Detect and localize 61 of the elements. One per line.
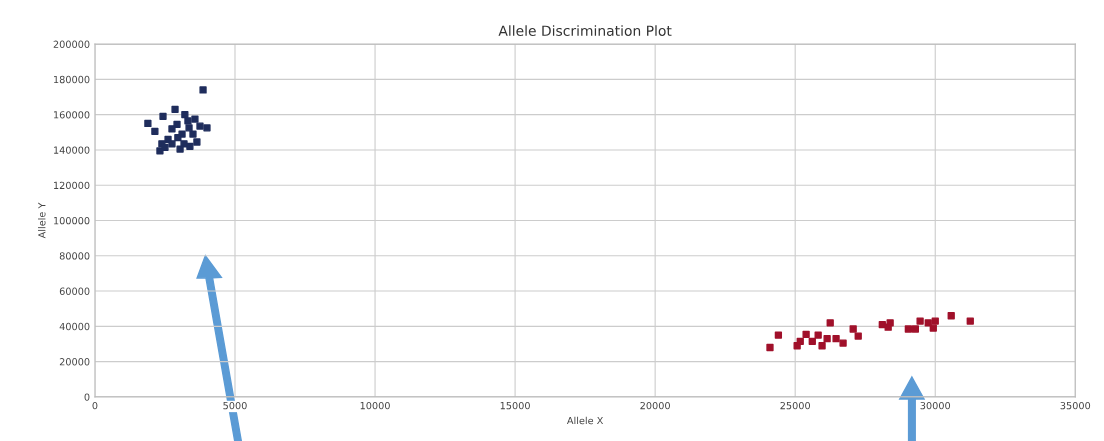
y-tick-label: 160000	[54, 111, 90, 119]
x-tick-label: 25000	[780, 401, 811, 410]
y-tick-label: 40000	[59, 322, 90, 331]
y-tick-label: 20000	[59, 358, 90, 366]
point	[174, 133, 182, 142]
point	[774, 331, 783, 339]
point	[839, 339, 847, 347]
point	[904, 325, 912, 333]
point	[808, 337, 816, 345]
point	[168, 125, 176, 133]
point	[886, 319, 894, 327]
point	[193, 138, 201, 146]
point	[185, 124, 193, 132]
point	[826, 319, 834, 327]
point	[196, 122, 204, 130]
point	[186, 142, 194, 151]
point	[189, 130, 197, 138]
point	[929, 324, 937, 332]
point	[947, 312, 955, 320]
y-tick-label: 200000	[53, 40, 90, 48]
point	[184, 117, 192, 125]
point	[832, 335, 840, 343]
point	[203, 124, 211, 132]
x-tick-label: 35000	[1060, 401, 1091, 410]
x-tick-label: 20000	[640, 401, 670, 410]
point	[144, 119, 152, 128]
x-tick-label: 0	[92, 401, 98, 410]
point	[173, 120, 181, 129]
point	[814, 331, 822, 339]
point	[171, 105, 179, 114]
point	[199, 86, 207, 94]
point	[818, 342, 826, 350]
y-tick-label: 100000	[54, 216, 90, 225]
point	[849, 325, 857, 333]
y-tick-label: 0	[84, 393, 90, 401]
x-tick-label: 10000	[360, 401, 390, 410]
point	[796, 337, 804, 345]
point	[966, 317, 974, 325]
chart-title: Allele Discrimination Plot	[498, 25, 672, 36]
y-tick-label: 120000	[54, 181, 90, 190]
point	[159, 112, 167, 121]
x-tick-label: 5000	[223, 401, 247, 410]
point	[168, 140, 176, 148]
point	[151, 127, 159, 136]
y-tick-label: 140000	[54, 146, 90, 154]
point	[911, 325, 919, 333]
point	[766, 343, 774, 352]
point	[176, 145, 184, 153]
point	[916, 317, 924, 325]
point	[191, 115, 199, 123]
x-tick-label: 15000	[500, 401, 530, 410]
x-tick-label: 30000	[920, 401, 951, 410]
y-tick-label: 80000	[59, 252, 90, 260]
y-tick-label: 60000	[59, 287, 90, 295]
x-axis-title: Allele X	[566, 416, 604, 425]
point	[854, 332, 862, 340]
point	[931, 317, 939, 325]
point	[823, 335, 831, 343]
point	[802, 330, 810, 338]
y-axis-title: Allele Y	[38, 202, 46, 239]
y-tick-label: 180000	[54, 75, 90, 84]
